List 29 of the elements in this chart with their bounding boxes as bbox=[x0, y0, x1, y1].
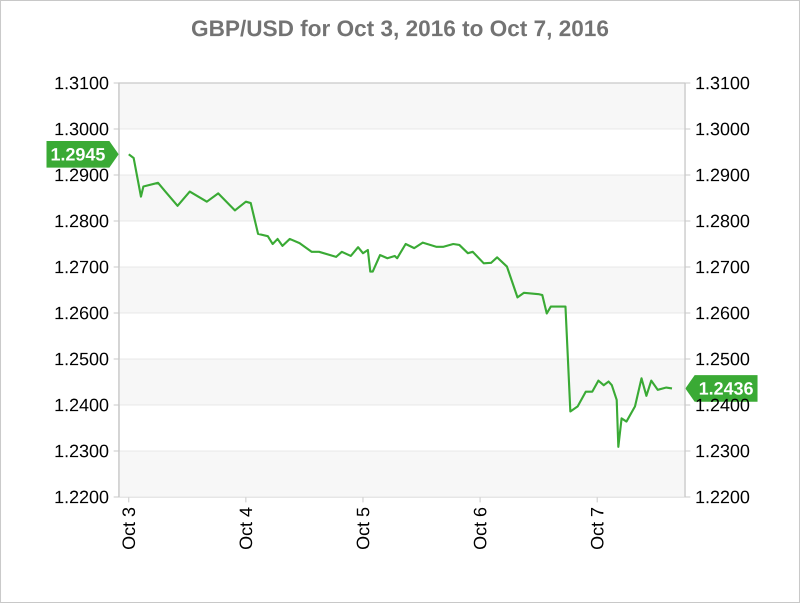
y2-tick-label: 1.2200 bbox=[56, 490, 108, 504]
line-series bbox=[128, 153, 674, 448]
annotation: 1.2436 bbox=[700, 382, 753, 395]
y-tick-label: 1.2200 bbox=[696, 490, 750, 504]
y-tick-label: 1.2500 bbox=[696, 352, 750, 366]
x-tick-label: Oct 5 bbox=[356, 508, 370, 550]
y2-tick-label: 1.3100 bbox=[56, 76, 108, 90]
y-tick-label: 1.2400 bbox=[696, 398, 750, 412]
x-tick-label: Oct 3 bbox=[122, 508, 136, 550]
y2-tick-label: 1.2800 bbox=[56, 214, 108, 228]
y2-tick-label: 1.2900 bbox=[56, 168, 108, 182]
y2-tick-label: 1.3000 bbox=[56, 122, 108, 136]
y2-tick-label: 1.2600 bbox=[56, 306, 108, 320]
annotation: 1.2945 bbox=[52, 148, 105, 161]
y-tick-label: 1.2300 bbox=[696, 444, 750, 458]
x-tick-label: Oct 6 bbox=[474, 508, 486, 550]
y-tick-label: 1.3000 bbox=[696, 122, 750, 136]
x-tick-label: Oct 4 bbox=[240, 508, 252, 550]
y2-tick-label: 1.2400 bbox=[56, 398, 108, 412]
y2-tick-label: 1.2500 bbox=[56, 352, 108, 366]
chart-title: GBP/USD for Oct 3, 2016 to Oct 7, 2016 bbox=[192, 20, 608, 40]
y-tick-label: 1.2700 bbox=[696, 260, 750, 274]
y2-tick-label: 1.2700 bbox=[56, 260, 108, 274]
y-tick-label: 1.3100 bbox=[696, 76, 750, 90]
y-tick-label: 1.2800 bbox=[696, 214, 750, 228]
y-tick-label: 1.2600 bbox=[696, 306, 750, 320]
y2-tick-label: 1.2300 bbox=[56, 444, 108, 458]
x-tick-label: Oct 7 bbox=[590, 508, 604, 550]
y-tick-label: 1.2900 bbox=[696, 168, 750, 182]
